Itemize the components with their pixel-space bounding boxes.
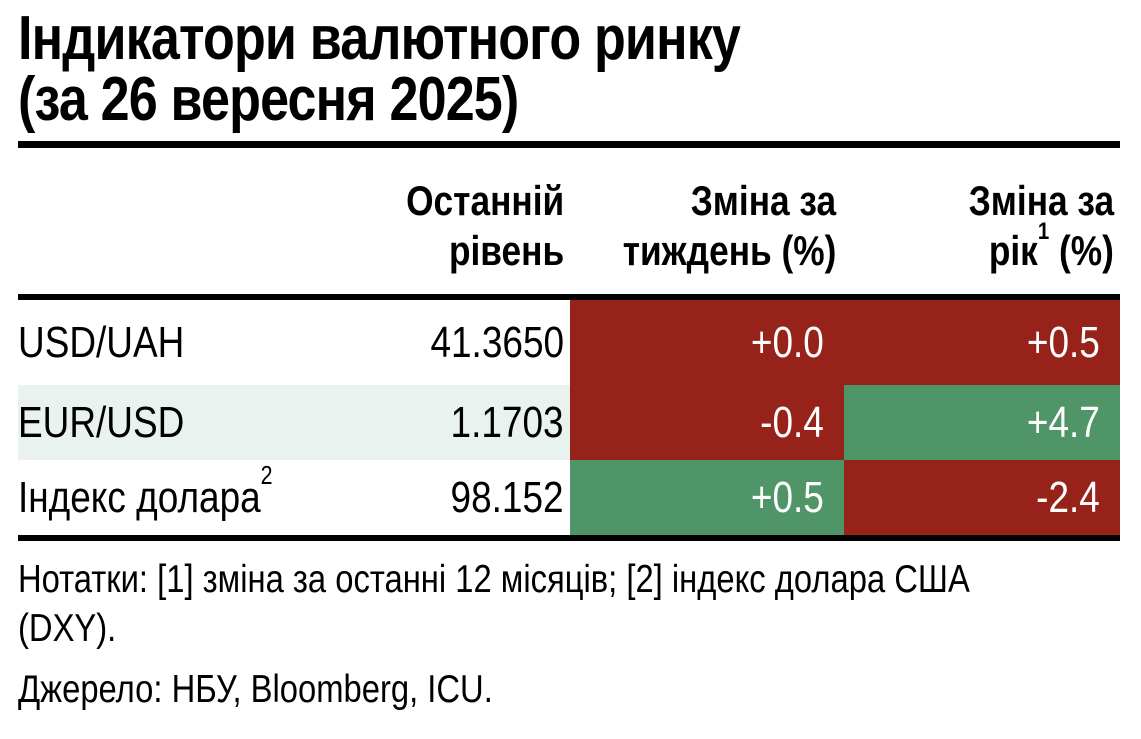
week-change-cell: +0.0 xyxy=(570,300,844,385)
indicator-label: USD/UAH xyxy=(18,317,185,367)
indicator-label: EUR/USD xyxy=(18,397,185,447)
week-change-cell: +0.5 xyxy=(570,460,844,535)
footnote-2-marker: 2 xyxy=(260,462,273,491)
column-header-year-change: Зміна за рік1 (%) xyxy=(968,177,1114,274)
title-divider xyxy=(18,141,1120,148)
week-change-cell: -0.4 xyxy=(570,385,844,460)
table-notes: Нотатки: [1] зміна за останні 12 місяців… xyxy=(18,558,970,650)
last-level-value: 41.3650 xyxy=(430,317,564,367)
column-header-last-level: Останній рівень xyxy=(405,177,564,274)
table-header-row: Останній рівень Зміна за тиждень (%) Змі… xyxy=(18,148,1120,294)
last-level-value: 1.1703 xyxy=(450,397,564,447)
footnote-1-marker: 1 xyxy=(1037,218,1050,246)
year-change-cell: -2.4 xyxy=(844,460,1120,535)
year-change-cell: +4.7 xyxy=(844,385,1120,460)
table-source: Джерело: НБУ, Bloomberg, ICU. xyxy=(18,668,493,711)
page-title: Індикатори валютного ринку (за 26 вересн… xyxy=(18,4,1120,134)
title-line-2: (за 26 вересня 2025) xyxy=(18,65,519,134)
table-row-dollar-index: Індекс долара2 98.152 +0.5 -2.4 xyxy=(18,460,1120,535)
table-row-eur-usd: EUR/USD 1.1703 -0.4 +4.7 xyxy=(18,385,1120,460)
header-divider xyxy=(18,294,1120,300)
year-change-cell: +0.5 xyxy=(844,300,1120,385)
title-line-1: Індикатори валютного ринку xyxy=(18,4,741,73)
last-level-value: 98.152 xyxy=(450,472,564,522)
table-row-usd-uah: USD/UAH 41.3650 +0.0 +0.5 xyxy=(18,300,1120,385)
column-header-week-change: Зміна за тиждень (%) xyxy=(622,177,836,274)
indicator-label: Індекс долара2 xyxy=(18,462,273,522)
table-bottom-divider xyxy=(18,535,1120,541)
